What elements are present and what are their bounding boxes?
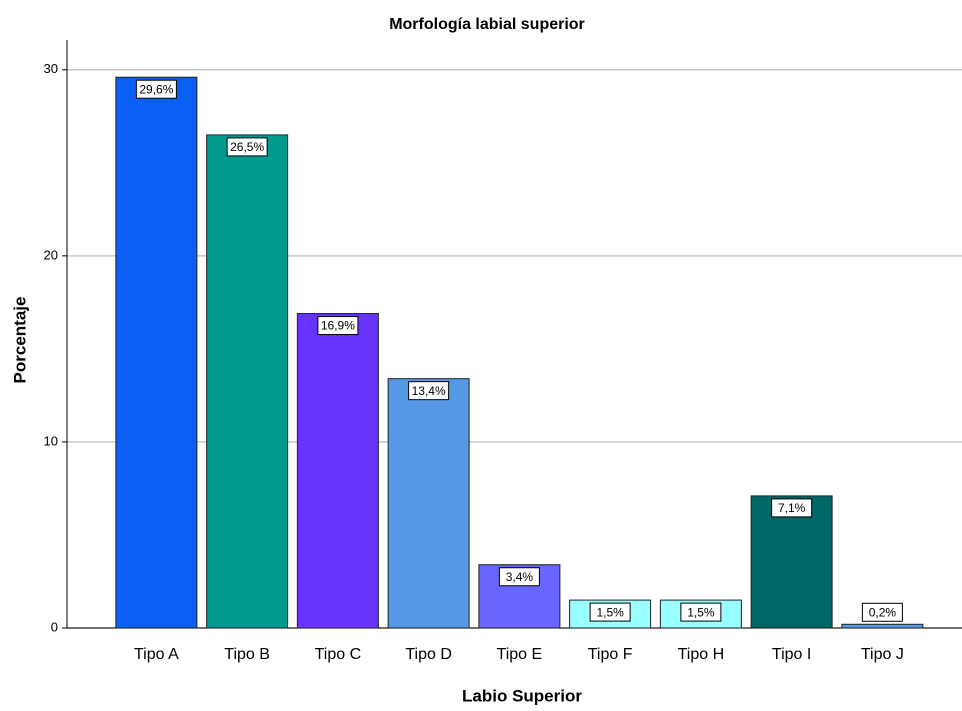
y-tick-label: 10 [44,433,58,448]
bar [387,378,470,629]
value-label-box [317,316,359,336]
bar [296,313,379,629]
x-tick-label: Tipo J [861,646,904,663]
bar [750,495,833,629]
value-label: 0,2% [869,605,897,619]
value-label-box [771,498,813,518]
value-label-box [680,602,722,622]
x-tick-label: Tipo H [678,646,725,663]
value-label: 7,1% [778,501,806,515]
x-tick-label: Tipo A [134,646,179,663]
bar [206,134,289,629]
value-label: 3,4% [506,570,534,584]
bar [115,76,198,629]
value-label: 16,9% [321,319,355,333]
y-tick-label: 30 [44,61,58,76]
value-label-box [135,79,177,99]
x-tick-label: Tipo I [772,646,811,663]
value-label: 26,5% [230,140,264,154]
value-label-box [861,602,903,622]
value-label: 1,5% [687,605,715,619]
y-tick-label: 0 [51,619,58,634]
x-tick-label: Tipo D [405,646,452,663]
x-tick-label: Tipo E [497,646,543,663]
value-label: 1,5% [596,605,624,619]
y-axis-label: Porcentaje [10,297,29,384]
chart-title: Morfología labial superior [389,16,585,33]
value-label-box [226,137,268,157]
value-label-box [498,567,540,587]
x-tick-label: Tipo C [315,646,362,663]
value-label-box [408,381,450,401]
value-label: 13,4% [412,384,446,398]
x-axis-label: Labio Superior [462,686,582,705]
y-tick-label: 20 [44,247,58,262]
value-label: 29,6% [139,82,173,96]
x-tick-label: Tipo B [224,646,270,663]
x-tick-label: Tipo F [588,646,633,663]
value-label-box [589,602,631,622]
bar [841,623,924,629]
